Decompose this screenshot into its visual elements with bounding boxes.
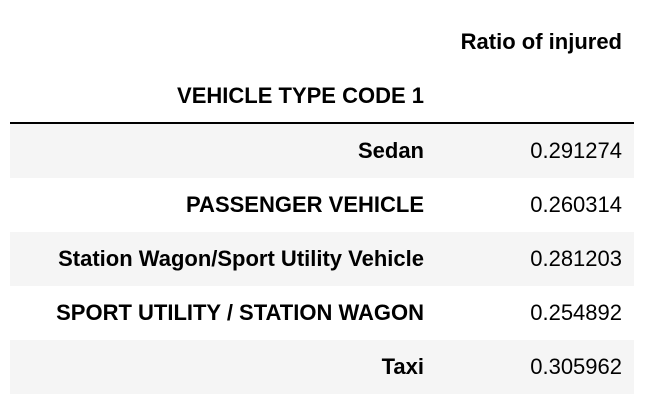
row-label: SPORT UTILITY / STATION WAGON (56, 300, 424, 325)
row-label: Station Wagon/Sport Utility Vehicle (58, 246, 424, 271)
table-row: PASSENGER VEHICLE 0.260314 (10, 178, 634, 232)
row-label: PASSENGER VEHICLE (186, 192, 424, 217)
row-value: 0.305962 (530, 354, 622, 379)
row-value: 0.291274 (530, 138, 622, 163)
table-row: Sedan 0.291274 (10, 124, 634, 178)
column-header: Ratio of injured (460, 29, 622, 54)
column-header-row: Ratio of injured (10, 14, 634, 68)
index-name: VEHICLE TYPE CODE 1 (177, 83, 424, 108)
table-row: Station Wagon/Sport Utility Vehicle 0.28… (10, 232, 634, 286)
index-header-row: VEHICLE TYPE CODE 1 (10, 68, 634, 122)
data-table: Ratio of injured VEHICLE TYPE CODE 1 Sed… (10, 14, 634, 394)
row-value: 0.281203 (530, 246, 622, 271)
table-row: SPORT UTILITY / STATION WAGON 0.254892 (10, 286, 634, 340)
row-value: 0.260314 (530, 192, 622, 217)
row-value: 0.254892 (530, 300, 622, 325)
table-row: Taxi 0.305962 (10, 340, 634, 394)
row-label: Sedan (357, 138, 424, 163)
row-label: Taxi (381, 354, 424, 379)
header-divider (10, 122, 634, 124)
